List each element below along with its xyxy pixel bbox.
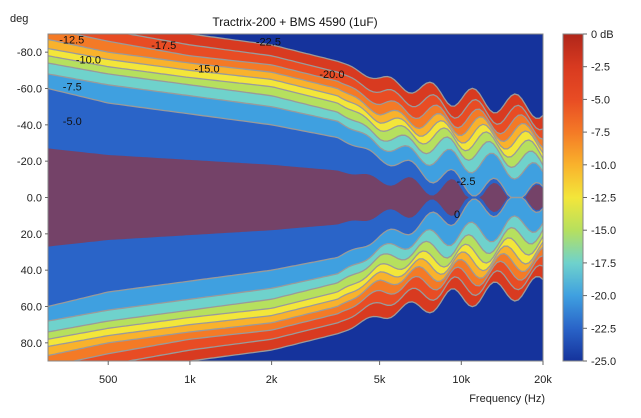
colorbar-tick-label: -7.5 (591, 127, 610, 139)
heatmap-bands (48, 34, 543, 361)
y-tick-label: -80.0 (17, 47, 42, 59)
colorbar-tick-label: -10.0 (591, 160, 616, 172)
colorbar-tick-label: -12.5 (591, 193, 616, 205)
colorbar-tick-label: -22.5 (591, 323, 616, 335)
contour-line (184, 276, 543, 361)
x-tick-label: 1k (184, 374, 196, 386)
colorbar-tick-label: -5.0 (591, 94, 610, 106)
contour-line (184, 34, 543, 119)
contour-line (48, 215, 543, 322)
colorbar-tick-label: 0 dB (591, 29, 614, 41)
x-tick-label: 5k (374, 374, 386, 386)
contour-label: -7.5 (63, 82, 82, 94)
y-tick-label: -40.0 (17, 120, 42, 132)
contour-lines (48, 34, 543, 361)
contour-line (48, 47, 543, 154)
contour-label: -20.0 (319, 69, 344, 81)
y-axis-ticks: -80.0 -60.0 -40.0 -20.0 0.0 20.0 40.0 60.0 80.0 (17, 47, 48, 350)
contour-label: -22.5 (256, 36, 281, 48)
contour-line (48, 235, 543, 340)
contour-line (48, 241, 543, 348)
colorbar-tick-label: -15.0 (591, 225, 616, 237)
x-axis-label: Frequency (Hz) (469, 393, 545, 405)
contour-line (70, 255, 543, 361)
contour-line (48, 73, 543, 180)
contour-line (70, 34, 543, 140)
contour-label: -17.5 (151, 40, 176, 52)
contour-label: 0 (454, 209, 460, 221)
chart-title: Tractrix-200 + BMS 4590 (1uF) (212, 15, 377, 29)
colorbar-tick-label: -25.0 (591, 356, 616, 368)
y-tick-label: 0.0 (27, 193, 42, 205)
contour-line (48, 55, 543, 160)
y-axis-label: deg (10, 13, 28, 25)
heatmap-band (48, 148, 543, 247)
colorbar-ticks: 0 dB -2.5 -5.0 -7.5 -10.0 -12.5 -15.0 -17.5 -20.… (583, 29, 616, 368)
y-tick-label: 40.0 (21, 265, 42, 277)
contour-line (48, 196, 543, 308)
contour-line (48, 38, 543, 149)
x-tick-label: 500 (99, 374, 117, 386)
contour-label: -15.0 (195, 64, 220, 76)
y-tick-label: 60.0 (21, 302, 42, 314)
x-axis-ticks: 500 1k 2k 5k 10k 20k (99, 361, 552, 386)
colorbar-gradient (563, 34, 583, 361)
y-tick-label: -20.0 (17, 156, 42, 168)
y-tick-label: 80.0 (21, 338, 42, 350)
x-tick-label: 20k (534, 374, 552, 386)
contour-label: -5.0 (63, 116, 82, 128)
contour-label: -2.5 (457, 176, 476, 188)
x-tick-label: 2k (266, 374, 278, 386)
contour-annotations: -12.5 -17.5 -22.5 -10.0 -15.0 -20.0 -7.5 -5.0 -2… (59, 35, 475, 221)
contour-line (48, 87, 543, 199)
colorbar-tick-label: -20.0 (591, 291, 616, 303)
colorbar-tick-label: -2.5 (591, 62, 610, 74)
y-tick-label: -60.0 (17, 84, 42, 96)
y-tick-label: 20.0 (21, 229, 42, 241)
contour-label: -12.5 (59, 35, 84, 47)
contour-label: -10.0 (76, 54, 101, 66)
contour-line (48, 226, 543, 333)
contour-line (48, 246, 543, 357)
plot-area (48, 34, 543, 361)
contour-line (48, 62, 543, 169)
colorbar: 0 dB -2.5 -5.0 -7.5 -10.0 -12.5 -15.0 -17.5 -20.… (562, 29, 616, 368)
colorbar-tick-label: -17.5 (591, 258, 616, 270)
x-tick-label: 10k (452, 374, 470, 386)
